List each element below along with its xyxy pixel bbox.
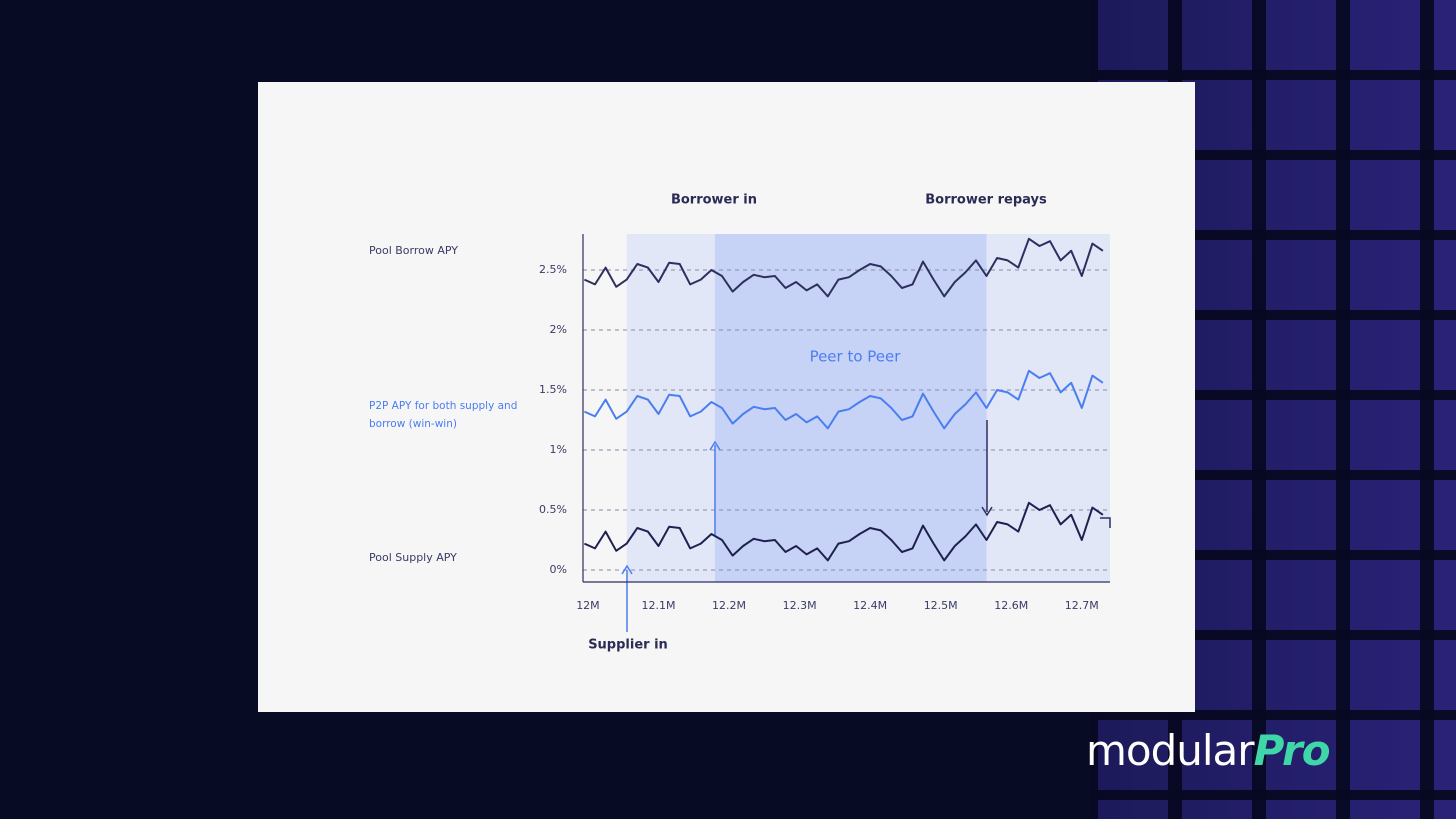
logo-text: modular [1086,726,1255,775]
y-tick-label: 0.5% [539,503,567,516]
series-line [583,501,1104,562]
series-line [583,369,1104,430]
annotation: Borrower in [671,193,757,208]
logo: modularPro [1086,726,1331,775]
x-tick-label: 12M [576,599,600,612]
x-tick-label: 12.2M [712,599,746,612]
series-label: Pool Borrow APY [369,244,458,257]
y-tick-label: 0% [550,563,567,576]
x-tick-label: 12.3M [783,599,817,612]
annotation: Supplier in [588,638,668,653]
x-tick-label: 12.6M [994,599,1028,612]
arrows [621,420,1111,632]
annotation: Peer to Peer [810,348,902,366]
y-tick-label: 1.5% [539,383,567,396]
y-tick-label: 2.5% [539,263,567,276]
x-tick-label: 12.7M [1065,599,1099,612]
y-tick-label: 1% [550,443,567,456]
series-label: P2P APY for both supply and borrow (win-… [369,400,518,430]
x-tick-label: 12.4M [853,599,887,612]
series-label: Pool Supply APY [369,551,457,564]
series-line [583,237,1104,298]
logo-accent: Pro [1253,726,1331,775]
annotation: Borrower repays [925,193,1047,208]
x-tick-label: 12.5M [924,599,958,612]
y-tick-label: 2% [550,323,567,336]
x-tick-label: 12.1M [641,599,675,612]
